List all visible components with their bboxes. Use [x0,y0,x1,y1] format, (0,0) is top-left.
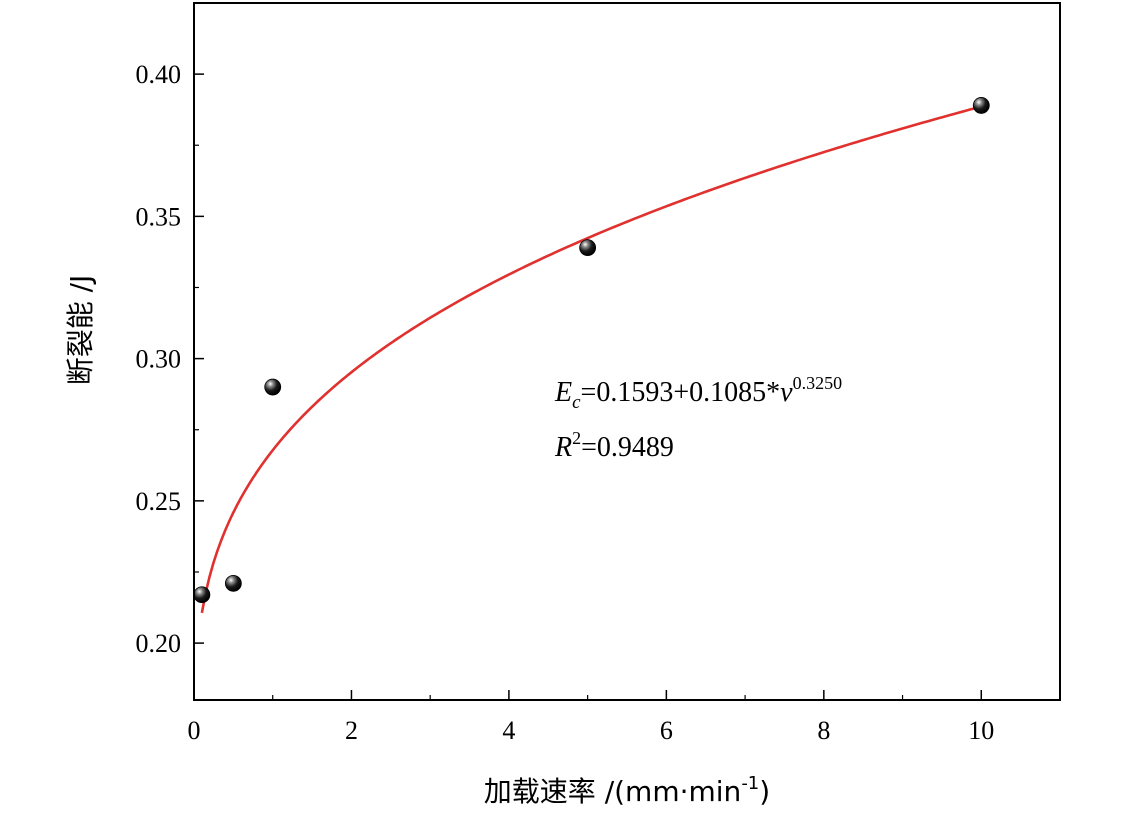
r2-superscript: 2 [572,428,581,448]
r-squared: R2=0.9489 [554,428,674,463]
x-tick-label: 2 [345,716,358,745]
data-point [972,97,990,114]
fit-curve [200,105,982,614]
plot-frame [193,2,1061,701]
x-tick-label: 4 [502,716,515,745]
eq-body: =0.1593+0.1085* [581,377,781,408]
eq-exponent: 0.3250 [793,373,843,393]
x-tick-label: 10 [968,716,994,745]
data-point [264,378,282,396]
axis-tick-labels: 0 2 4 6 8 10 0.20 0.25 0.30 0.35 0.40 [136,60,995,745]
x-tick-label: 6 [660,716,673,745]
x-tick-label: 0 [188,716,201,745]
x-axis-label-main: 加载速率 /(mm·min [484,775,742,808]
r2-R: R [554,432,572,463]
y-tick-label: 0.20 [136,629,182,658]
y-tick-label: 0.40 [136,60,182,89]
x-axis-label: 加载速率 /(mm·min-1) [484,773,770,808]
data-point [579,239,597,257]
x-axis-label-end: ) [759,775,770,808]
data-point [193,586,211,604]
x-tick-label: 8 [817,716,830,745]
x-axis-label-sup: -1 [741,773,759,794]
data-points [193,97,990,604]
y-tick-label: 0.30 [136,345,182,374]
eq-E: E [554,377,572,408]
y-axis-label: 断裂能 /J [64,275,97,386]
data-point [224,574,242,592]
y-tick-label: 0.25 [136,487,182,516]
fit-equation: Ec=0.1593+0.1085*v0.3250 [554,373,842,413]
r2-body: =0.9489 [581,432,674,463]
y-tick-label: 0.35 [136,202,182,231]
eq-subscript: c [572,392,581,413]
eq-v: v [780,377,793,408]
